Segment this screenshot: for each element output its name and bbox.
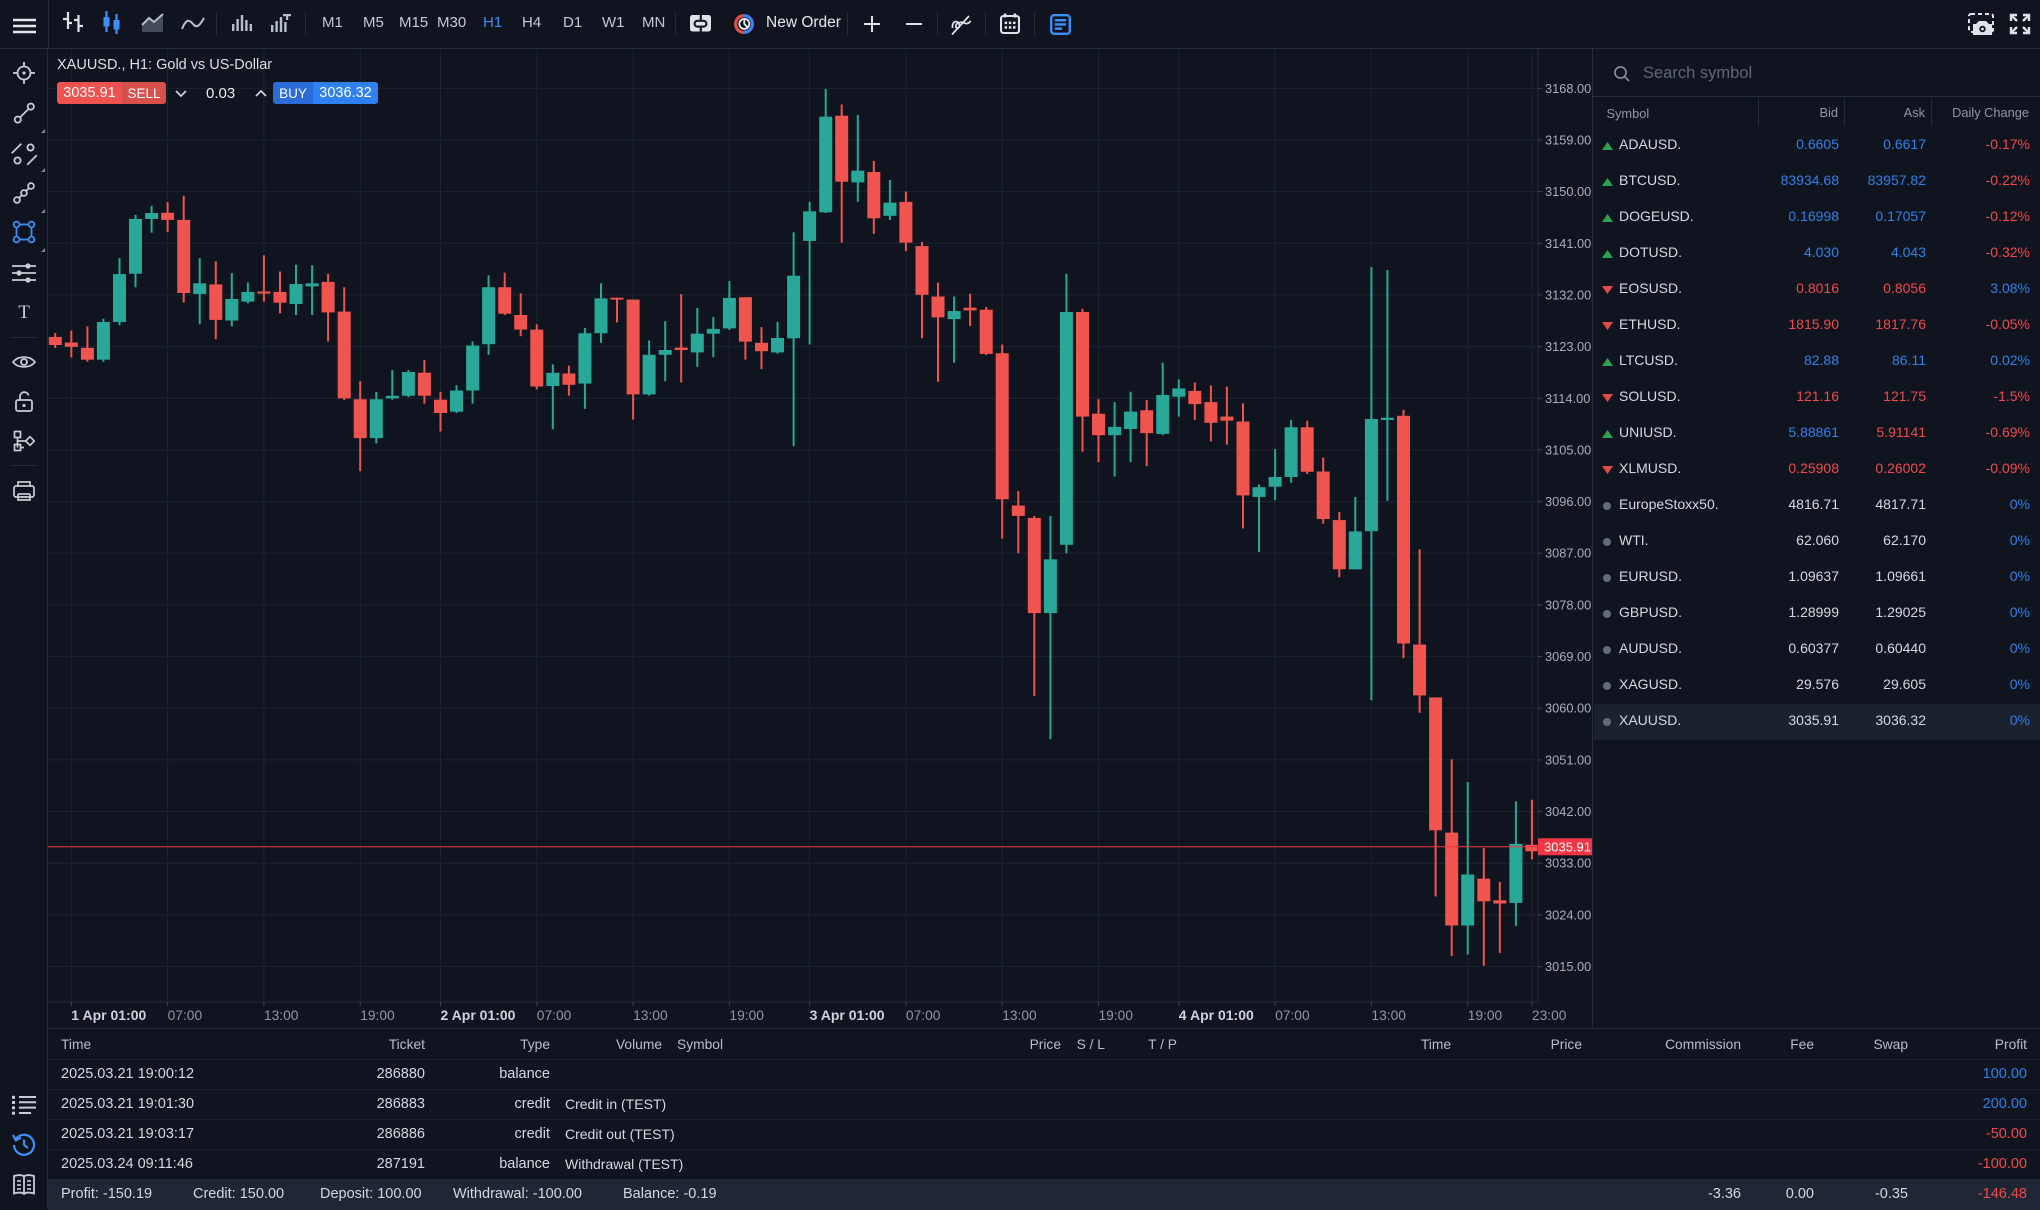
svg-text:3168.00: 3168.00	[1545, 81, 1591, 96]
svg-text:3141.00: 3141.00	[1545, 236, 1591, 251]
svg-text:3060.00: 3060.00	[1545, 701, 1591, 716]
svg-text:3087.00: 3087.00	[1545, 546, 1591, 561]
svg-text:13:00: 13:00	[1002, 1008, 1037, 1023]
svg-text:3 Apr 01:00: 3 Apr 01:00	[810, 1007, 885, 1023]
svg-text:3078.00: 3078.00	[1545, 597, 1591, 612]
svg-text:3042.00: 3042.00	[1545, 804, 1591, 819]
svg-text:13:00: 13:00	[633, 1008, 668, 1023]
svg-text:3069.00: 3069.00	[1545, 649, 1591, 664]
svg-text:23:00: 23:00	[1532, 1008, 1567, 1023]
svg-text:3096.00: 3096.00	[1545, 494, 1591, 509]
svg-text:3114.00: 3114.00	[1545, 391, 1590, 406]
svg-text:3051.00: 3051.00	[1545, 752, 1591, 767]
svg-text:3105.00: 3105.00	[1545, 442, 1591, 457]
svg-text:07:00: 07:00	[537, 1008, 572, 1023]
svg-text:19:00: 19:00	[1468, 1008, 1503, 1023]
svg-text:3033.00: 3033.00	[1545, 856, 1591, 871]
svg-text:4 Apr 01:00: 4 Apr 01:00	[1179, 1007, 1254, 1023]
svg-text:07:00: 07:00	[168, 1008, 203, 1023]
svg-text:19:00: 19:00	[1099, 1008, 1134, 1023]
svg-text:19:00: 19:00	[729, 1008, 764, 1023]
svg-text:3123.00: 3123.00	[1545, 339, 1591, 354]
svg-text:3015.00: 3015.00	[1545, 959, 1591, 974]
svg-text:3150.00: 3150.00	[1545, 184, 1591, 199]
svg-text:3132.00: 3132.00	[1545, 287, 1591, 302]
svg-text:2 Apr 01:00: 2 Apr 01:00	[441, 1007, 516, 1023]
svg-text:3024.00: 3024.00	[1545, 907, 1591, 922]
svg-text:1 Apr 01:00: 1 Apr 01:00	[71, 1007, 146, 1023]
svg-text:19:00: 19:00	[360, 1008, 395, 1023]
svg-text:3035.91: 3035.91	[1544, 839, 1591, 854]
svg-text:07:00: 07:00	[1275, 1008, 1310, 1023]
svg-text:3159.00: 3159.00	[1545, 133, 1591, 148]
svg-text:13:00: 13:00	[1371, 1008, 1406, 1023]
svg-text:13:00: 13:00	[264, 1008, 299, 1023]
svg-text:07:00: 07:00	[906, 1008, 941, 1023]
